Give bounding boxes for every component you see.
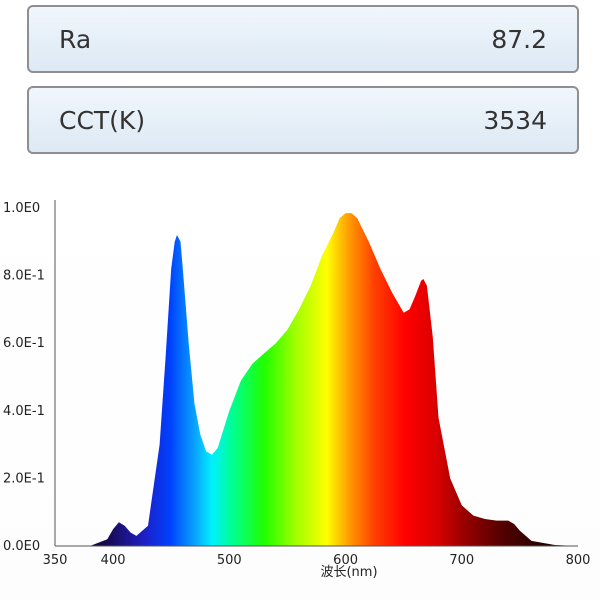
y-tick-label: 2.0E-1 (3, 471, 45, 486)
cct-value: 3534 (483, 105, 547, 135)
y-tick-label: 0.0E0 (3, 539, 40, 554)
y-tick-label: 4.0E-1 (3, 404, 45, 419)
y-tick-label: 8.0E-1 (3, 269, 45, 284)
plot-area (89, 213, 579, 546)
ra-value: 87.2 (491, 24, 547, 54)
y-tick-label: 6.0E-1 (3, 336, 45, 351)
cct-display: CCT(K) 3534 (27, 86, 579, 154)
x-tick-label: 350 (43, 553, 68, 568)
x-axis-title: 波长(nm) (320, 565, 377, 580)
ra-display: Ra 87.2 (27, 5, 579, 73)
x-tick-label: 800 (566, 553, 591, 568)
cct-label: CCT(K) (59, 105, 146, 135)
x-tick-label: 400 (101, 553, 126, 568)
y-tick-label: 1.0E0 (3, 201, 40, 216)
ra-label: Ra (59, 24, 92, 54)
x-tick-label: 600 (333, 553, 358, 568)
spectrum-chart-svg: 0.0E0 2.0E-1 4.0E-1 6.0E-1 8.0E-1 1.0E0 350 400… (3, 200, 590, 580)
x-tick-label: 700 (449, 553, 474, 568)
x-tick-label: 500 (217, 553, 242, 568)
spectrum-area (89, 213, 579, 546)
spectrum-chart: 0.0E0 2.0E-1 4.0E-1 6.0E-1 8.0E-1 1.0E0 350 400… (0, 180, 600, 600)
axes: 0.0E0 2.0E-1 4.0E-1 6.0E-1 8.0E-1 1.0E0 350 400… (3, 200, 590, 568)
